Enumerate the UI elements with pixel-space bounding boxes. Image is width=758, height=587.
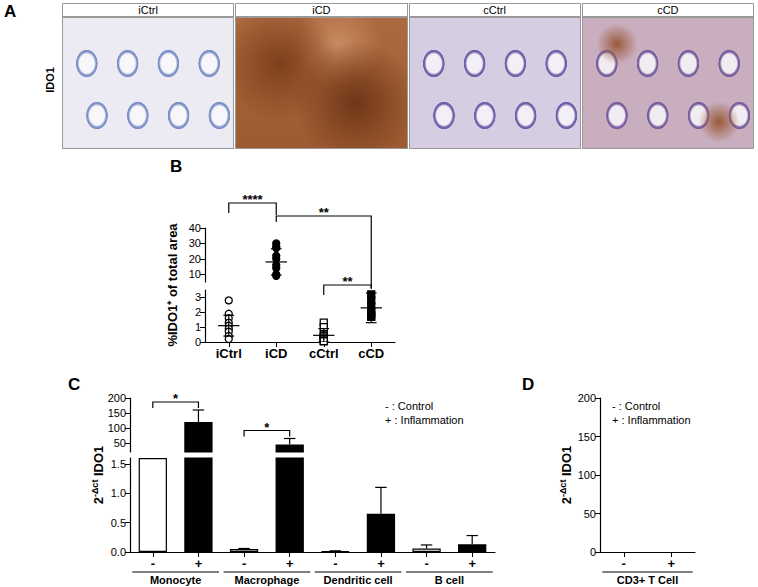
svg-text:cCD: cCD — [358, 346, 384, 361]
svg-text:150: 150 — [578, 431, 596, 443]
svg-text:-: - — [151, 556, 155, 571]
svg-text:-Δct: -Δct — [558, 480, 568, 497]
svg-text:100: 100 — [108, 422, 126, 434]
svg-text:+: + — [195, 556, 203, 571]
svg-text:iCtrl: iCtrl — [216, 346, 242, 361]
svg-text:200: 200 — [108, 392, 126, 404]
svg-text:- : Control: - : Control — [612, 400, 660, 412]
svg-text:IDO1: IDO1 — [91, 446, 106, 480]
svg-text:30: 30 — [189, 237, 201, 249]
svg-text:1.5: 1.5 — [111, 458, 126, 470]
svg-text:+: + — [468, 556, 476, 571]
svg-text:1.0: 1.0 — [111, 487, 126, 499]
svg-text:-: - — [424, 556, 428, 571]
svg-text:40: 40 — [189, 222, 201, 234]
svg-text:1: 1 — [195, 321, 201, 333]
svg-text:C: C — [68, 375, 80, 394]
svg-text:-: - — [242, 556, 246, 571]
svg-text:0: 0 — [590, 546, 596, 558]
svg-text:2: 2 — [559, 497, 574, 504]
svg-text:+ : Inflammation: + : Inflammation — [385, 414, 464, 426]
svg-text:+: + — [667, 556, 675, 571]
svg-text:IDO1: IDO1 — [559, 446, 574, 480]
svg-text:Monocyte: Monocyte — [150, 574, 201, 586]
svg-text:*: * — [173, 391, 179, 406]
svg-text:-: - — [622, 556, 626, 571]
svg-text:-Δct: -Δct — [90, 480, 100, 497]
svg-text:0.0: 0.0 — [111, 546, 126, 558]
svg-text:-: - — [333, 556, 337, 571]
svg-text:+: + — [377, 556, 385, 571]
svg-text:+: + — [286, 556, 294, 571]
html-text:cCtrl: cCtrl — [483, 4, 506, 16]
svg-text:CD3+ T Cell: CD3+ T Cell — [617, 574, 678, 586]
svg-text:Macrophage: Macrophage — [234, 574, 299, 586]
svg-text:100: 100 — [578, 469, 596, 481]
html-text:iCtrl: iCtrl — [138, 4, 158, 16]
html-text:iCD: iCD — [312, 4, 331, 16]
svg-text:0.5: 0.5 — [111, 517, 126, 529]
svg-text:200: 200 — [578, 392, 596, 404]
svg-text:Dendritic cell: Dendritic cell — [324, 574, 393, 586]
html-text:IDO1: IDO1 — [44, 67, 56, 93]
html-text:A: A — [4, 2, 17, 21]
svg-text:cCtrl: cCtrl — [309, 346, 339, 361]
svg-text:D: D — [522, 375, 534, 394]
html-text:cCD: cCD — [657, 4, 679, 16]
svg-text:2: 2 — [195, 306, 201, 318]
svg-text:3: 3 — [195, 291, 201, 303]
svg-text:20: 20 — [189, 253, 201, 265]
svg-text:****: **** — [242, 192, 263, 207]
svg-text:2: 2 — [91, 497, 106, 504]
svg-text:**: ** — [342, 274, 353, 289]
svg-text:50: 50 — [584, 508, 596, 520]
svg-text:%IDO1⁺ of total area: %IDO1⁺ of total area — [165, 223, 180, 347]
svg-text:*: * — [264, 420, 270, 435]
svg-text:+ : Inflammation: + : Inflammation — [612, 414, 691, 426]
svg-text:50: 50 — [114, 437, 126, 449]
svg-text:0: 0 — [195, 336, 201, 348]
svg-text:10: 10 — [189, 268, 201, 280]
svg-text:- : Control: - : Control — [385, 400, 433, 412]
svg-text:150: 150 — [108, 407, 126, 419]
svg-text:iCD: iCD — [265, 346, 287, 361]
svg-text:B: B — [170, 157, 182, 176]
svg-text:B cell: B cell — [435, 574, 464, 586]
svg-text:**: ** — [319, 205, 330, 220]
